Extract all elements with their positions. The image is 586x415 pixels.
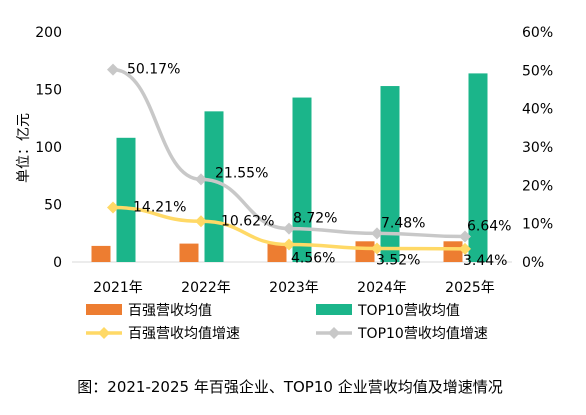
x-axis-ticks: 2021年 2022年 2023年 2024年 2025年 [93, 280, 495, 296]
right-tick-label: 10% [522, 217, 553, 233]
right-tick-label: 60% [522, 25, 553, 41]
data-point [283, 222, 295, 235]
x-tick-label: 2021年 [93, 280, 143, 296]
data-point [107, 63, 119, 76]
series-line [111, 67, 467, 239]
right-tick-label: 0% [522, 255, 544, 271]
legend-label: 百强营收均值增速 [128, 326, 240, 342]
right-axis-ticks: 0% 10% 20% 30% 40% 50% 60% [522, 25, 553, 271]
data-label: 3.52% [376, 253, 420, 269]
left-tick-label: 150 [35, 83, 62, 99]
data-label: 21.55% [215, 165, 268, 181]
data-point [107, 201, 119, 214]
left-axis-ticks: 0 50 100 150 200 [35, 25, 62, 271]
data-label: 14.21% [133, 200, 186, 216]
data-label: 8.72% [293, 211, 337, 227]
bar [292, 97, 312, 262]
x-tick-label: 2023年 [269, 280, 319, 296]
data-label: 10.62% [221, 213, 274, 229]
x-tick-label: 2025年 [445, 280, 495, 296]
legend-swatch [316, 304, 352, 315]
data-point [371, 242, 383, 255]
data-point [459, 242, 471, 255]
legend-label: 百强营收均值 [128, 303, 212, 319]
bar [267, 243, 287, 262]
bar [380, 86, 400, 262]
left-tick-label: 50 [44, 198, 62, 214]
right-tick-label: 30% [522, 140, 553, 156]
right-tick-label: 20% [522, 178, 553, 194]
left-tick-label: 200 [35, 25, 62, 41]
data-label: 50.17% [127, 62, 180, 78]
data-point [459, 230, 471, 243]
bar [179, 243, 199, 262]
right-tick-label: 40% [522, 102, 553, 118]
data-label: 3.44% [463, 253, 507, 269]
data-point [283, 238, 295, 251]
data-point [371, 227, 383, 240]
y-axis-label: 单位：亿元 [16, 113, 32, 183]
legend-label: TOP10营收均值 [357, 303, 460, 319]
data-label: 7.48% [381, 215, 425, 231]
data-point [195, 215, 207, 228]
bar [91, 245, 111, 262]
bar [468, 73, 488, 263]
bar [443, 241, 463, 262]
chart-caption: 图：2021-2025 年百强企业、TOP10 企业营收均值及增速情况 [77, 378, 502, 396]
legend-swatch [86, 304, 122, 315]
legend-marker [328, 327, 340, 339]
data-label: 6.64% [467, 219, 511, 235]
bar [355, 241, 375, 262]
left-tick-label: 0 [53, 255, 62, 271]
bar [204, 111, 224, 262]
line-layer: 50.17% 21.55% 8.72% 7.48% 6.64% 14.21% 10.62% 4… [107, 62, 511, 269]
right-tick-label: 50% [522, 63, 553, 79]
legend-marker [98, 327, 110, 339]
data-point [195, 173, 207, 186]
bar [116, 137, 136, 262]
x-tick-label: 2022年 [181, 280, 231, 296]
data-label: 4.56% [291, 251, 335, 267]
x-tick-label: 2024年 [357, 280, 407, 296]
left-tick-label: 100 [35, 140, 62, 156]
legend-label: TOP10营收均值增速 [357, 326, 488, 342]
